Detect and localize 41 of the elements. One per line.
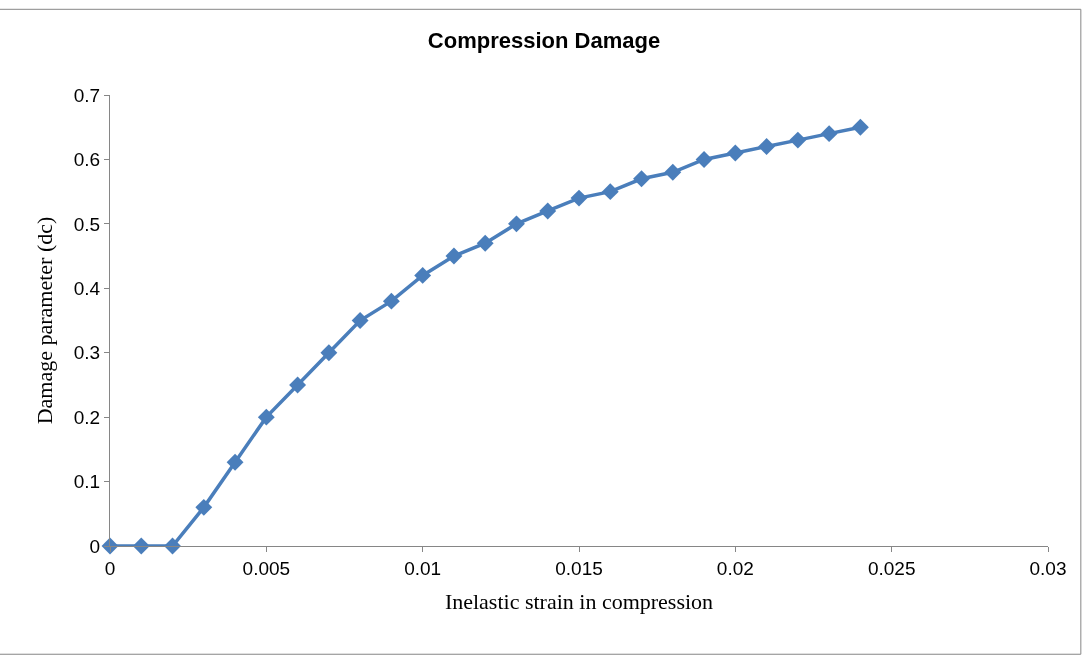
y-axis-title: Damage parameter (dc) <box>31 216 57 425</box>
x-tick-label: 0 <box>104 557 116 579</box>
point <box>414 266 432 284</box>
point <box>758 138 776 155</box>
point <box>633 170 650 188</box>
y-tick-label: 0.7 <box>73 84 101 106</box>
y-tick-label: 0.6 <box>73 149 101 171</box>
x-tick-label: 0.01 <box>404 557 442 579</box>
x-axis-title: Inelastic strain in compression <box>444 588 714 614</box>
point <box>257 408 275 426</box>
point <box>351 312 369 329</box>
point <box>851 118 869 136</box>
chart-title: Compression Damage <box>427 28 661 54</box>
point <box>789 131 807 149</box>
x-tick-label: 0.02 <box>716 557 754 579</box>
point <box>320 344 338 362</box>
point <box>132 537 150 555</box>
y-tick-label: 0.5 <box>73 213 101 235</box>
y-tick-label: 0.3 <box>73 342 101 364</box>
point <box>289 376 307 394</box>
point <box>226 453 244 471</box>
point <box>664 163 682 181</box>
x-tick-label: 0.015 <box>555 557 603 579</box>
point <box>601 183 619 201</box>
point <box>476 234 494 252</box>
x-tick-label: 0.005 <box>242 557 291 579</box>
y-tick-label: 0 <box>89 535 101 557</box>
point <box>820 125 838 143</box>
point <box>445 247 463 265</box>
x-tick-label: 0.03 <box>1029 557 1067 579</box>
x-tick-label: 0.025 <box>867 557 916 579</box>
point <box>382 292 400 310</box>
point <box>570 189 588 207</box>
point <box>695 150 713 168</box>
point <box>195 498 213 516</box>
y-tick-label: 0.1 <box>73 471 101 493</box>
y-tick-label: 0.2 <box>73 406 101 428</box>
point <box>539 202 557 220</box>
y-tick-label: 0.4 <box>73 277 101 299</box>
point <box>508 215 525 233</box>
point <box>726 144 744 162</box>
